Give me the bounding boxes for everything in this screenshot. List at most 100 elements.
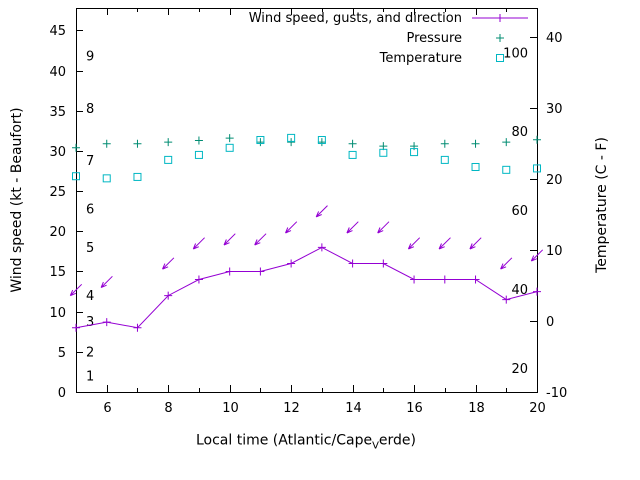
y-right-tick-label: 0 xyxy=(546,315,554,330)
x-tick-label: 12 xyxy=(283,401,300,416)
y-left-tick-label: 35 xyxy=(49,105,66,120)
wind-speed-marker xyxy=(287,259,296,268)
y-left-tick-label: 0 xyxy=(58,386,66,401)
x-tick-label: 6 xyxy=(103,401,111,416)
x-axis-title: Local time (Atlantic/CapeVerde) xyxy=(196,433,416,452)
temperature-marker xyxy=(533,164,541,173)
wind-direction-arrow xyxy=(346,221,359,234)
beaufort-label: 2 xyxy=(86,345,94,360)
x-tick-label: 20 xyxy=(529,401,546,416)
x-tick-label: 18 xyxy=(468,401,485,416)
wind-speed-marker xyxy=(379,259,388,268)
wind-speed-marker xyxy=(102,318,111,327)
pressure-marker xyxy=(256,138,265,147)
wind-direction-arrow xyxy=(100,275,113,289)
pressure-marker xyxy=(502,138,511,147)
pressure-marker xyxy=(533,135,541,144)
wind-direction-arrow xyxy=(162,257,175,270)
pressure-marker xyxy=(164,138,173,147)
fahrenheit-label: 40 xyxy=(511,283,528,298)
temperature-marker xyxy=(471,162,480,171)
y-right-tick-label: 40 xyxy=(546,31,563,46)
wind-speed-marker xyxy=(502,295,511,304)
y-right-tick-label: 10 xyxy=(546,244,563,259)
temperature-marker xyxy=(133,172,142,181)
legend-label: Temperature xyxy=(379,51,462,66)
x-tick-label: 10 xyxy=(222,401,239,416)
wind-direction-arrow xyxy=(500,257,513,270)
wind-speed-marker xyxy=(72,323,80,332)
wind-direction-arrow xyxy=(285,221,298,234)
y-left-tick-label: 25 xyxy=(49,185,66,200)
legend-square-sample xyxy=(496,54,504,62)
pressure-marker xyxy=(102,139,111,148)
pressure-marker xyxy=(133,139,142,148)
y-left-tick-label: 5 xyxy=(58,346,66,361)
legend-plus-sample xyxy=(496,14,504,22)
beaufort-label: 6 xyxy=(86,202,94,217)
temperature-marker xyxy=(225,143,234,152)
wind-speed-marker xyxy=(194,275,203,284)
pressure-marker xyxy=(72,143,80,152)
temperature-marker xyxy=(164,155,173,164)
wind-speed-line xyxy=(75,246,538,329)
temperature-marker xyxy=(502,165,511,174)
legend-plus-sample xyxy=(496,34,504,42)
legend-label: Pressure xyxy=(406,31,462,46)
pressure-marker xyxy=(440,139,449,148)
pressure-marker xyxy=(348,139,357,148)
wind-direction-arrow xyxy=(438,237,451,250)
x-axis-title-sub: V xyxy=(372,440,379,452)
temperature-marker xyxy=(410,148,419,157)
y-right-tick-label: 30 xyxy=(546,102,563,117)
y-left-tick-label: 40 xyxy=(49,65,66,80)
temperature-marker xyxy=(440,155,449,164)
temperature-marker xyxy=(72,172,80,181)
fahrenheit-label: 20 xyxy=(511,362,528,377)
temperature-marker xyxy=(379,148,388,157)
y-left-tick-label: 45 xyxy=(49,24,66,39)
x-axis-title-post: erde) xyxy=(378,432,417,449)
wind-speed-marker xyxy=(164,291,173,300)
beaufort-label: 1 xyxy=(86,369,94,384)
beaufort-label: 7 xyxy=(86,154,94,169)
beaufort-label: 4 xyxy=(86,289,94,304)
pressure-marker xyxy=(287,138,296,147)
wind-direction-arrow xyxy=(254,233,267,246)
wind-speed-marker xyxy=(440,275,449,284)
pressure-marker xyxy=(194,136,203,145)
x-tick-label: 8 xyxy=(164,401,172,416)
temperature-marker xyxy=(348,150,357,159)
right-axis-title: Temperature (C - F) xyxy=(594,137,610,273)
fahrenheit-label: 60 xyxy=(511,204,528,219)
wind-direction-arrow xyxy=(407,237,421,250)
y-left-tick-label: 10 xyxy=(49,306,66,321)
pressure-marker xyxy=(225,134,234,143)
pressure-marker xyxy=(471,139,480,148)
y-right-tick-label: -10 xyxy=(546,386,567,401)
wind-speed-marker xyxy=(410,275,419,284)
pressure-marker xyxy=(317,138,326,147)
wind-speed-marker xyxy=(133,323,142,332)
fahrenheit-label: 80 xyxy=(511,125,528,140)
temperature-marker xyxy=(102,174,111,183)
y-left-tick-label: 15 xyxy=(49,265,66,280)
wind-speed-marker xyxy=(317,243,326,252)
wind-direction-arrow xyxy=(315,205,328,218)
temperature-marker xyxy=(287,133,296,142)
fahrenheit-label: 100 xyxy=(503,46,528,61)
x-tick-label: 14 xyxy=(345,401,362,416)
wind-direction-arrow xyxy=(69,283,83,297)
left-axis-title: Wind speed (kt - Beaufort) xyxy=(9,107,25,293)
wind-speed-marker xyxy=(256,267,265,276)
wind-speed-marker xyxy=(348,259,357,268)
y-left-tick-label: 20 xyxy=(49,225,66,240)
wind-direction-arrow xyxy=(192,237,205,250)
wind-speed-marker xyxy=(225,267,234,276)
legend-label: Wind speed, gusts, and direction xyxy=(249,11,462,26)
wind-speed-marker xyxy=(471,275,480,284)
beaufort-label: 3 xyxy=(86,315,94,330)
wind-speed-marker xyxy=(533,287,541,296)
